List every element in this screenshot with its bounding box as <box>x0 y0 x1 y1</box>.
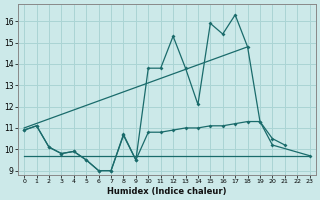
X-axis label: Humidex (Indice chaleur): Humidex (Indice chaleur) <box>107 187 227 196</box>
